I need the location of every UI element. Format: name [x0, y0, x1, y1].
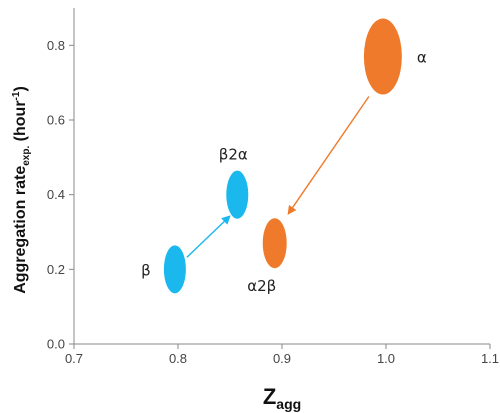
data-points [163, 18, 402, 294]
y-axis-title-sub: exp. [21, 146, 32, 166]
y-axis-title-unit-suffix: ) [12, 86, 29, 91]
data-point-label: β2α [219, 146, 248, 164]
x-axis-title-main: Z [263, 384, 276, 409]
y-tick-label: 0.0 [47, 337, 65, 352]
data-point [226, 170, 249, 219]
arrow-blue [186, 215, 231, 258]
arrow-orange [287, 96, 370, 215]
x-tick-label: 0.9 [273, 351, 291, 366]
y-tick-label: 0.8 [47, 38, 65, 53]
y-axis-title-unit-prefix: (hour [12, 100, 29, 145]
axes [69, 8, 491, 349]
data-point [163, 245, 186, 294]
x-tick-label: 0.8 [169, 351, 187, 366]
tick-labels: 0.7 0.8 0.9 1.0 1.1 0.0 0.2 0.4 0.6 0.8 [47, 38, 499, 366]
y-axis-title-main: Aggregation rate [12, 166, 29, 294]
x-tick-label: 1.0 [377, 351, 395, 366]
y-tick-label: 0.2 [47, 262, 65, 277]
point-labels: α α2β β2α β [141, 49, 427, 296]
data-point-label: α2β [247, 277, 276, 295]
y-tick-label: 0.6 [47, 113, 65, 128]
data-point [262, 218, 287, 269]
y-axis-title-unit-sup: -1 [11, 91, 22, 100]
data-point-label: β [141, 261, 151, 279]
x-axis-title: Zagg [263, 384, 301, 412]
y-tick-label: 0.4 [47, 187, 65, 202]
arrows [186, 96, 370, 258]
data-point-label: α [417, 49, 427, 67]
x-axis-title-sub: agg [276, 396, 301, 412]
x-tick-label: 1.1 [481, 351, 499, 366]
x-tick-label: 0.7 [65, 351, 83, 366]
data-point [363, 18, 402, 95]
y-axis-title: Aggregation rateexp. (hour-1) [11, 86, 32, 294]
